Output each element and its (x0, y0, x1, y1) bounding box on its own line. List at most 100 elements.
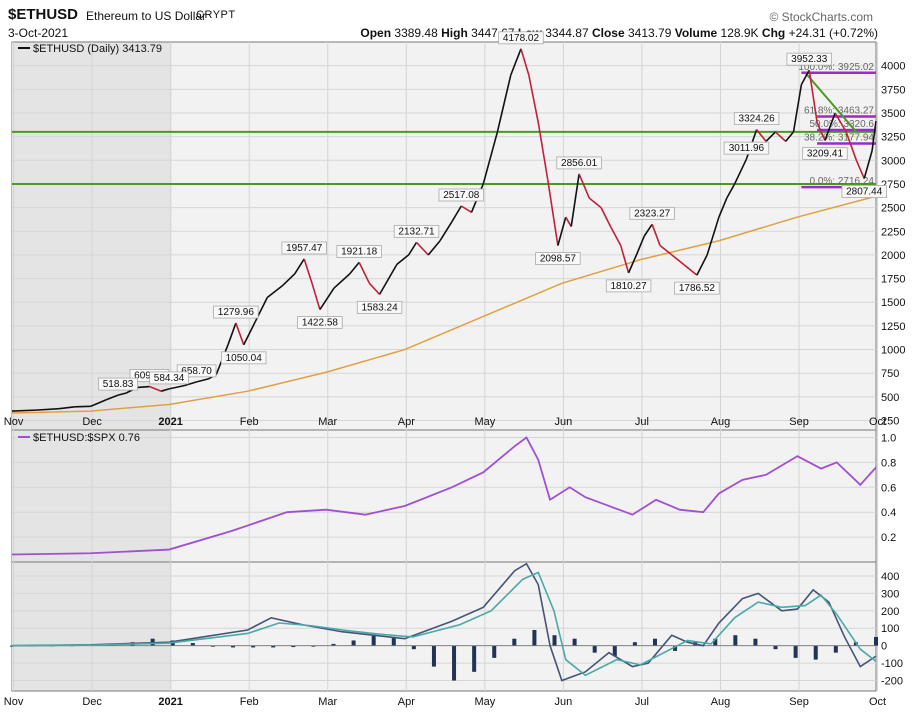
price-segment (137, 385, 150, 389)
price-segment (659, 244, 673, 256)
legend-ratio: $ETHUSD:$SPX 0.76 (33, 432, 140, 444)
y-tick-label: 0.6 (881, 482, 896, 494)
price-segment (482, 131, 499, 185)
price-segment (451, 205, 462, 223)
price-label-box (281, 241, 327, 255)
x-tick-label: 2021 (158, 696, 182, 708)
stockcharts-logo[interactable]: © StockCharts.com (769, 10, 873, 24)
legend-price: $ETHUSD (Daily) 3413.79 (33, 43, 162, 55)
price-segment (294, 258, 305, 275)
macd-histogram-bar (673, 645, 678, 651)
x-tick-label: Feb (240, 416, 259, 428)
macd-histogram-bar (592, 645, 597, 653)
price-label: 1279.96 (218, 307, 255, 318)
price-segment (407, 241, 418, 256)
price-label: 4178.02 (503, 33, 540, 44)
price-segment (824, 112, 836, 141)
fib-trendline (804, 72, 858, 133)
macd-histogram-bar (472, 645, 477, 672)
y-tick-label: 500 (881, 392, 899, 404)
y-tick-label: 3000 (881, 155, 905, 167)
price-segment (184, 381, 197, 387)
price-label: 2098.57 (540, 254, 577, 265)
price-segment (845, 131, 858, 161)
price-label: 1810.27 (611, 281, 648, 292)
price-segment (11, 409, 36, 412)
x-tick-label: Oct (869, 416, 886, 428)
price-segment (855, 159, 865, 179)
price-segment (635, 235, 646, 256)
price-segment (765, 131, 777, 142)
macd-histogram-bar (512, 638, 517, 646)
price-label: 1786.52 (679, 283, 716, 294)
macd-histogram-bar (391, 636, 396, 646)
close-value: 3413.79 (628, 26, 672, 40)
price-segment (619, 245, 630, 274)
price-label: 2132.71 (398, 226, 435, 237)
price-label: 3324.26 (739, 114, 776, 125)
y-tick-label: 100 (881, 623, 899, 635)
x-tick-label: Aug (711, 696, 731, 708)
price-segment (696, 254, 708, 276)
price-label-box (336, 244, 382, 258)
ohlc-readout: Open 3389.48 High 3447.67 Low 3344.87 Cl… (360, 26, 878, 40)
y-tick-label: 3500 (881, 108, 905, 120)
price-segment (671, 254, 685, 266)
x-tick-label: Mar (318, 416, 337, 428)
macd-histogram-bar (492, 645, 497, 658)
macd-histogram-bar (291, 645, 296, 648)
macd-histogram-bar (632, 642, 637, 646)
price-segment (235, 322, 245, 346)
symbol-name: Ethereum to US Dollar (86, 9, 207, 23)
price-label-box (841, 185, 887, 198)
macd-histogram-bar (813, 645, 818, 660)
x-tick-label: Jul (635, 416, 649, 428)
price-segment (726, 183, 736, 199)
y-tick-label: 300 (881, 588, 899, 600)
price-label: 3952.33 (791, 54, 828, 65)
price-segment (528, 74, 540, 123)
price-segment (785, 131, 795, 142)
y-tick-label: 0.2 (881, 532, 896, 544)
price-segment (35, 407, 60, 411)
macd-histogram-bar (552, 635, 557, 646)
price-label: 2517.08 (443, 190, 480, 201)
price-segment (311, 283, 321, 310)
price-segment (358, 262, 371, 284)
x-tick-label: Dec (82, 696, 102, 708)
price-label-box (674, 281, 720, 295)
x-tick-label: Aug (711, 416, 731, 428)
price-label-box (393, 224, 440, 238)
price-label-box (213, 305, 259, 319)
close-label: Close (591, 26, 625, 40)
price-label: 2856.01 (561, 158, 598, 169)
price-segment (242, 320, 257, 346)
quote-date: 3-Oct-2021 (8, 26, 69, 40)
price-segment (706, 216, 720, 256)
open-label: Open (360, 26, 392, 40)
macd-histogram-bar (431, 645, 436, 667)
macd-histogram-bar (271, 645, 276, 648)
price-segment (627, 254, 638, 274)
price-segment (755, 129, 767, 142)
x-tick-label: Sep (789, 696, 809, 708)
chg-value: +24.31 (+0.72%) (788, 26, 878, 40)
price-segment (808, 70, 818, 123)
price-label: 1422.58 (302, 318, 339, 329)
chart-header: $ETHUSD Ethereum to US Dollar CRYPT © St… (8, 6, 918, 42)
price-segment (168, 384, 185, 390)
moving-average-line (11, 195, 877, 414)
volume-value: 128.9K (720, 26, 759, 40)
fib-label: 0.0%: 2716.24 (810, 176, 875, 187)
y-tick-label: 1500 (881, 297, 905, 309)
price-segment (651, 224, 661, 246)
price-segment (90, 398, 107, 408)
macd-histogram-bar (10, 645, 14, 647)
macd-histogram-bar (331, 643, 336, 646)
price-segment (396, 254, 410, 266)
price-segment (600, 207, 612, 227)
price-label-box (802, 147, 848, 160)
price-segment (774, 131, 787, 142)
y-tick-label: 1000 (881, 345, 905, 357)
